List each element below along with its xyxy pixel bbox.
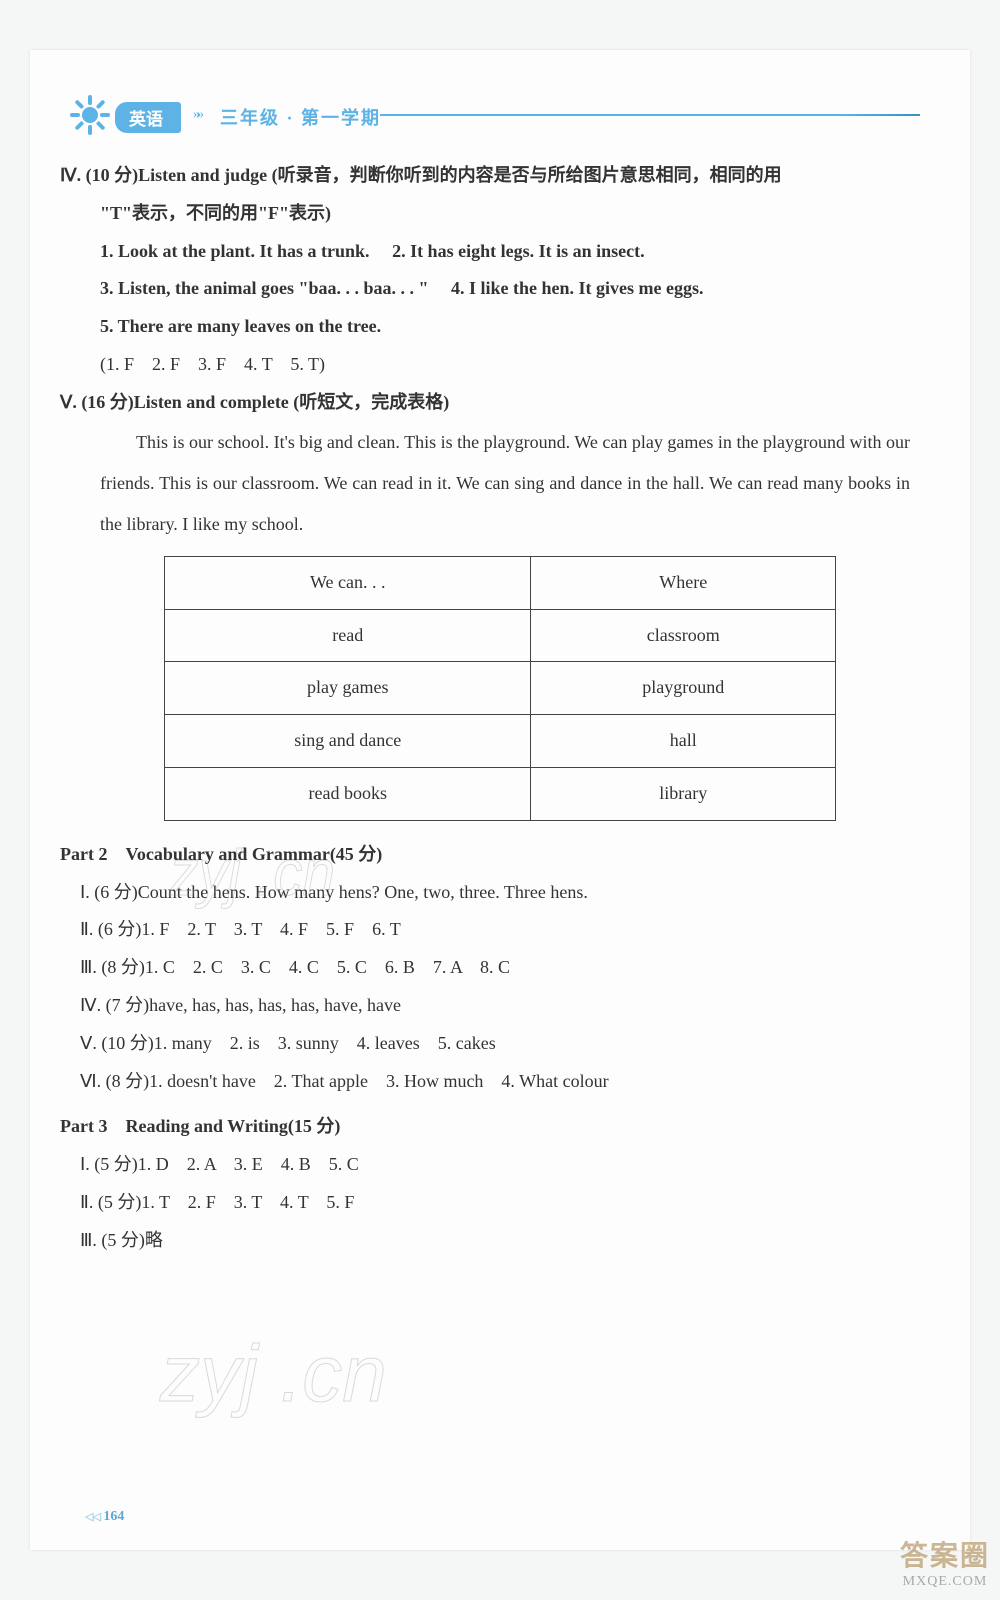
table-cell: hall — [531, 715, 836, 768]
table-cell: sing and dance — [165, 715, 531, 768]
part2-item: Ⅳ. (7 分)have, has, has, has, has, have, … — [80, 987, 920, 1025]
page-header: 英语 »» 三年级 · 第一学期 — [80, 100, 920, 132]
iv-items-line1: 1. Look at the plant. It has a trunk. 2.… — [100, 233, 920, 271]
table-cell: read books — [165, 767, 531, 820]
table-cell: Where — [531, 556, 836, 609]
logo-text-top: 答案圈 — [900, 1534, 990, 1574]
part2-item: Ⅵ. (8 分)1. doesn't have 2. That apple 3.… — [80, 1063, 920, 1101]
page-num-prefix-icon: ◁◁ — [85, 1511, 100, 1523]
part3-item: Ⅰ. (5 分)1. D 2. A 3. E 4. B 5. C — [80, 1146, 920, 1184]
table-cell: read — [165, 609, 531, 662]
page-number: ◁◁ 164 — [85, 1509, 124, 1525]
page-container: 英语 »» 三年级 · 第一学期 Ⅳ. (10 分)Listen and jud… — [30, 50, 970, 1550]
part2-item: Ⅴ. (10 分)1. many 2. is 3. sunny 4. leave… — [80, 1025, 920, 1063]
part2-title: Part 2 Vocabulary and Grammar(45 分) — [60, 836, 920, 874]
content-area: Ⅳ. (10 分)Listen and judge (听录音，判断你听到的内容是… — [80, 157, 920, 1260]
part2-item: Ⅱ. (6 分)1. F 2. T 3. T 4. F 5. F 6. T — [80, 911, 920, 949]
table-row: We can. . .Where — [165, 556, 836, 609]
answer-table: We can. . .Where readclassroom play game… — [164, 556, 836, 821]
section-v-passage: This is our school. It's big and clean. … — [100, 422, 910, 546]
iv-items-line2: 3. Listen, the animal goes "baa. . . baa… — [100, 270, 920, 308]
section-iv-title2: "T"表示，不同的用"F"表示) — [100, 195, 920, 233]
iv-items-line3: 5. There are many leaves on the tree. — [100, 308, 920, 346]
section-v-title: Ⅴ. (16 分)Listen and complete (听短文，完成表格) — [60, 384, 920, 422]
subject-label: 英语 — [115, 102, 181, 133]
table-cell: We can. . . — [165, 556, 531, 609]
part2-item: Ⅰ. (6 分)Count the hens. How many hens? O… — [80, 874, 920, 912]
corner-logo: 答案圈 MXQE.COM — [900, 1534, 990, 1590]
section-iv-title: Ⅳ. (10 分)Listen and judge (听录音，判断你听到的内容是… — [60, 157, 920, 195]
table-row: sing and dancehall — [165, 715, 836, 768]
arrow-icon: »» — [193, 107, 201, 123]
part3-item: Ⅲ. (5 分)略 — [80, 1222, 920, 1260]
watermark: zyj .cn — [160, 1328, 387, 1420]
part3-title: Part 3 Reading and Writing(15 分) — [60, 1108, 920, 1146]
logo-text-bottom: MXQE.COM — [900, 1574, 990, 1590]
table-cell: classroom — [531, 609, 836, 662]
grade-text: 三年级 · 第一学期 — [220, 104, 381, 130]
table-cell: playground — [531, 662, 836, 715]
table-cell: play games — [165, 662, 531, 715]
table-row: read bookslibrary — [165, 767, 836, 820]
table-row: readclassroom — [165, 609, 836, 662]
header-divider — [380, 114, 920, 116]
part3-item: Ⅱ. (5 分)1. T 2. F 3. T 4. T 5. F — [80, 1184, 920, 1222]
table-cell: library — [531, 767, 836, 820]
part2-item: Ⅲ. (8 分)1. C 2. C 3. C 4. C 5. C 6. B 7.… — [80, 949, 920, 987]
sun-icon — [70, 95, 110, 135]
table-row: play gamesplayground — [165, 662, 836, 715]
iv-answers: (1. F 2. F 3. F 4. T 5. T) — [100, 346, 920, 384]
